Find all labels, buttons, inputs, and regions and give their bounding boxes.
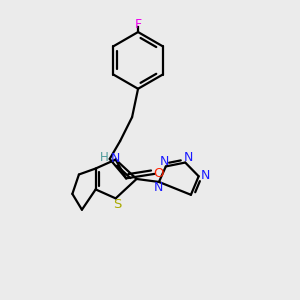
Text: N: N [154,181,163,194]
Text: S: S [113,198,121,212]
Text: F: F [134,18,142,31]
Text: N: N [160,154,169,167]
Text: H: H [100,151,109,164]
Text: N: N [110,152,120,165]
Text: N: N [201,169,210,182]
Text: O: O [153,167,164,180]
Text: N: N [184,151,193,164]
